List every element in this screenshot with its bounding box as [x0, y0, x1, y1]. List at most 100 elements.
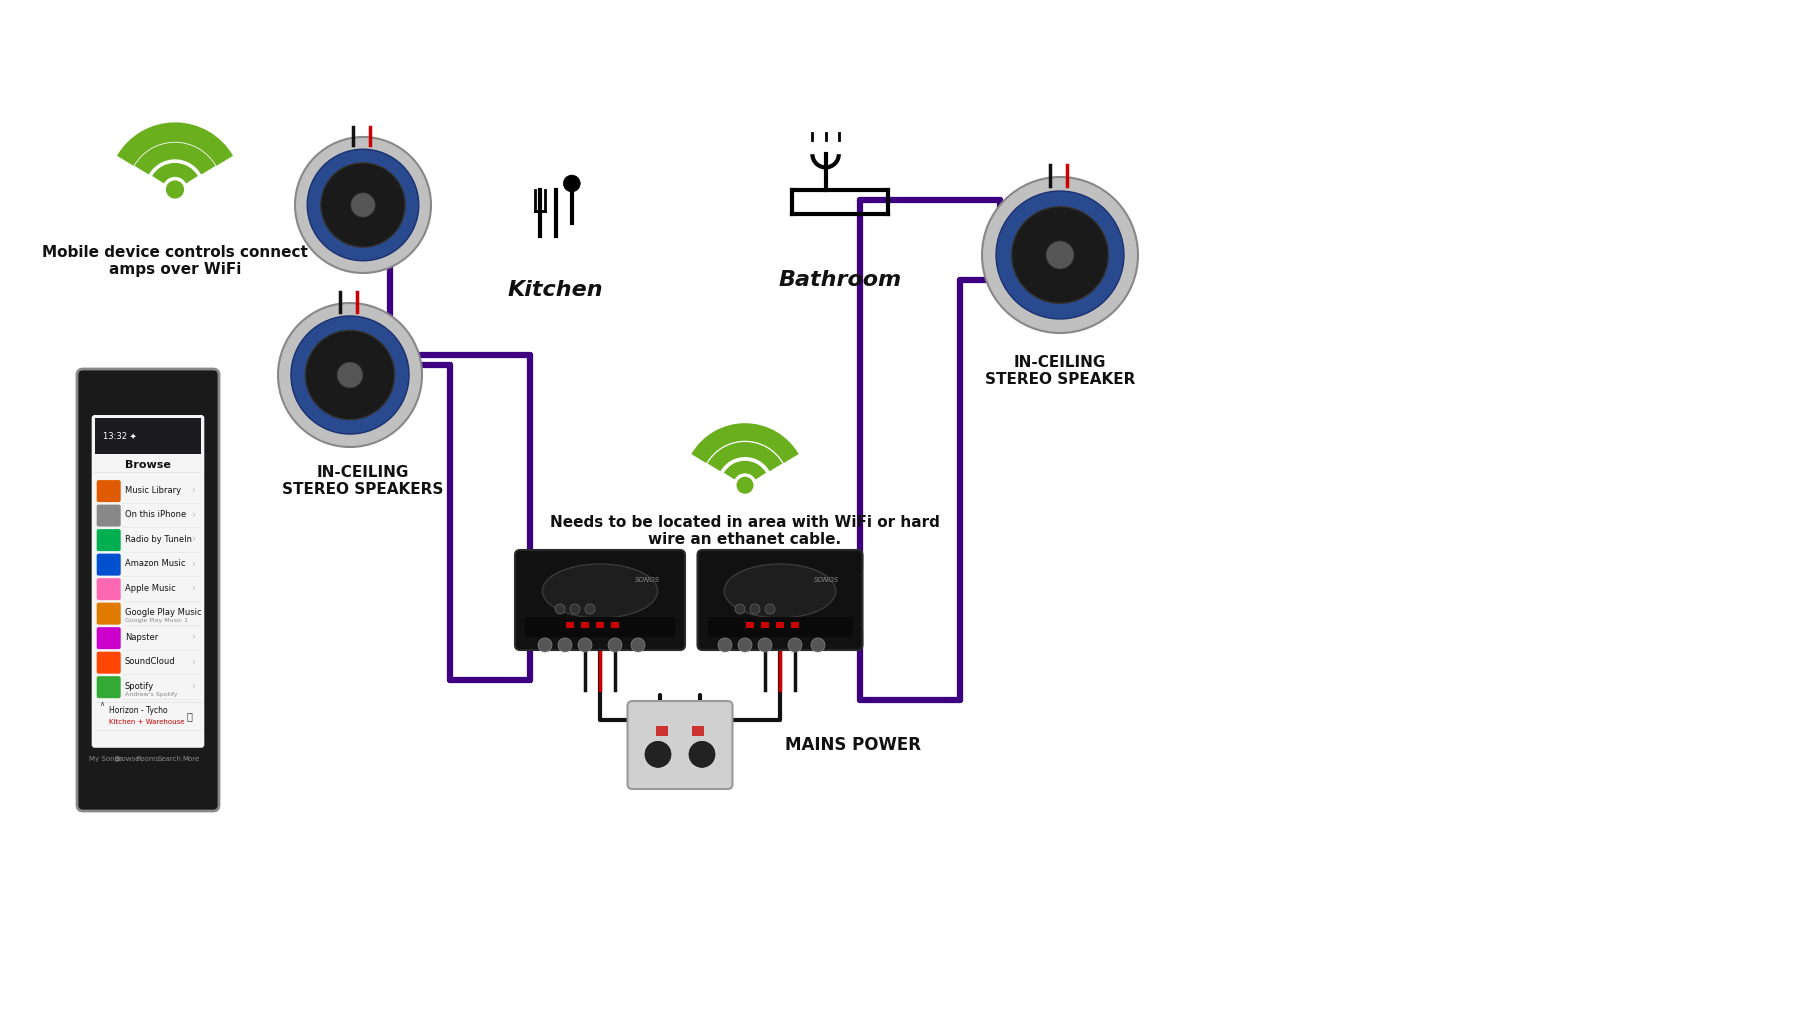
Text: MAINS POWER: MAINS POWER: [785, 736, 922, 754]
Text: Kitchen + Warehouse: Kitchen + Warehouse: [108, 719, 184, 725]
Text: Browse: Browse: [124, 460, 171, 471]
Text: Bathroom: Bathroom: [778, 270, 902, 290]
Text: IN-CEILING
STEREO SPEAKERS: IN-CEILING STEREO SPEAKERS: [283, 465, 443, 497]
FancyBboxPatch shape: [97, 603, 121, 624]
FancyBboxPatch shape: [97, 676, 121, 698]
Bar: [691, 725, 704, 735]
Circle shape: [320, 163, 405, 247]
Circle shape: [689, 742, 715, 767]
Circle shape: [983, 177, 1138, 333]
Text: ∧: ∧: [99, 701, 104, 708]
Text: ›: ›: [191, 681, 196, 691]
Circle shape: [308, 149, 419, 261]
Text: Kitchen: Kitchen: [508, 280, 603, 300]
Circle shape: [718, 638, 733, 652]
Text: My Songs: My Songs: [88, 756, 122, 762]
Text: Search: Search: [157, 756, 182, 762]
Text: Radio by TuneIn: Radio by TuneIn: [124, 535, 191, 544]
Text: 13:32 ✦: 13:32 ✦: [103, 432, 137, 441]
Circle shape: [734, 604, 745, 614]
FancyBboxPatch shape: [698, 550, 862, 650]
Text: ›: ›: [191, 583, 196, 593]
Text: On this iPhone: On this iPhone: [124, 510, 185, 519]
Bar: [761, 622, 769, 628]
Circle shape: [571, 604, 580, 614]
Circle shape: [585, 604, 596, 614]
FancyBboxPatch shape: [121, 376, 175, 394]
Ellipse shape: [542, 564, 657, 618]
Text: ›: ›: [191, 558, 196, 569]
Text: Mobile device controls connect
amps over WiFi: Mobile device controls connect amps over…: [41, 245, 308, 277]
Bar: [610, 622, 619, 628]
Ellipse shape: [724, 564, 835, 618]
Circle shape: [295, 137, 430, 273]
Text: ›: ›: [191, 510, 196, 519]
Circle shape: [167, 181, 184, 198]
Circle shape: [538, 638, 553, 652]
Circle shape: [758, 638, 772, 652]
Circle shape: [765, 604, 776, 614]
FancyBboxPatch shape: [97, 652, 121, 674]
FancyBboxPatch shape: [92, 415, 205, 748]
Text: Google Play Music 1: Google Play Music 1: [124, 618, 187, 623]
Bar: [707, 617, 853, 637]
Circle shape: [608, 638, 623, 652]
Text: SoundCloud: SoundCloud: [124, 657, 175, 666]
Circle shape: [788, 638, 803, 652]
Circle shape: [554, 604, 565, 614]
Text: Music Library: Music Library: [124, 485, 180, 494]
Bar: [565, 622, 574, 628]
Bar: [95, 418, 202, 454]
Circle shape: [738, 638, 752, 652]
Text: IN-CEILING
STEREO SPEAKER: IN-CEILING STEREO SPEAKER: [985, 355, 1136, 387]
Text: Andrew's Spotify: Andrew's Spotify: [124, 692, 178, 696]
Text: ›: ›: [191, 657, 196, 666]
Text: ›: ›: [191, 608, 196, 618]
Bar: [596, 622, 605, 628]
Circle shape: [995, 191, 1123, 319]
Circle shape: [751, 604, 760, 614]
Text: ›: ›: [191, 632, 196, 642]
Circle shape: [306, 331, 394, 419]
Text: Google Play Music: Google Play Music: [124, 608, 202, 617]
Circle shape: [644, 742, 671, 767]
Text: ›: ›: [191, 535, 196, 544]
FancyBboxPatch shape: [97, 480, 121, 502]
Circle shape: [578, 638, 592, 652]
Text: Rooms: Rooms: [137, 756, 160, 762]
Text: Amazon Music: Amazon Music: [124, 559, 185, 569]
Bar: [745, 622, 754, 628]
Circle shape: [351, 193, 374, 217]
Circle shape: [337, 362, 364, 388]
Circle shape: [632, 638, 644, 652]
Text: Spotify: Spotify: [124, 682, 155, 691]
Text: More: More: [182, 756, 200, 762]
Text: SONOS: SONOS: [814, 577, 839, 583]
Text: Horizon - Tycho: Horizon - Tycho: [108, 706, 167, 715]
Bar: [790, 622, 799, 628]
Circle shape: [1046, 241, 1075, 269]
Circle shape: [812, 638, 824, 652]
FancyBboxPatch shape: [97, 505, 121, 526]
Bar: [581, 622, 589, 628]
Text: Needs to be located in area with WiFi or hard
wire an ethanet cable.: Needs to be located in area with WiFi or…: [551, 515, 940, 547]
FancyBboxPatch shape: [77, 369, 220, 811]
FancyBboxPatch shape: [97, 529, 121, 551]
Circle shape: [738, 478, 752, 493]
Text: ⏸: ⏸: [187, 712, 193, 721]
Bar: [655, 725, 668, 735]
Circle shape: [1012, 207, 1109, 304]
Text: Apple Music: Apple Music: [124, 584, 175, 592]
FancyBboxPatch shape: [97, 627, 121, 649]
Bar: [776, 622, 785, 628]
Circle shape: [563, 175, 580, 192]
Circle shape: [292, 316, 409, 434]
FancyBboxPatch shape: [628, 701, 733, 789]
FancyBboxPatch shape: [97, 553, 121, 576]
Circle shape: [558, 638, 572, 652]
Text: Browse: Browse: [113, 756, 139, 762]
Text: SONOS: SONOS: [635, 577, 661, 583]
Text: Napster: Napster: [124, 632, 158, 642]
Circle shape: [277, 303, 421, 447]
Bar: [526, 617, 675, 637]
